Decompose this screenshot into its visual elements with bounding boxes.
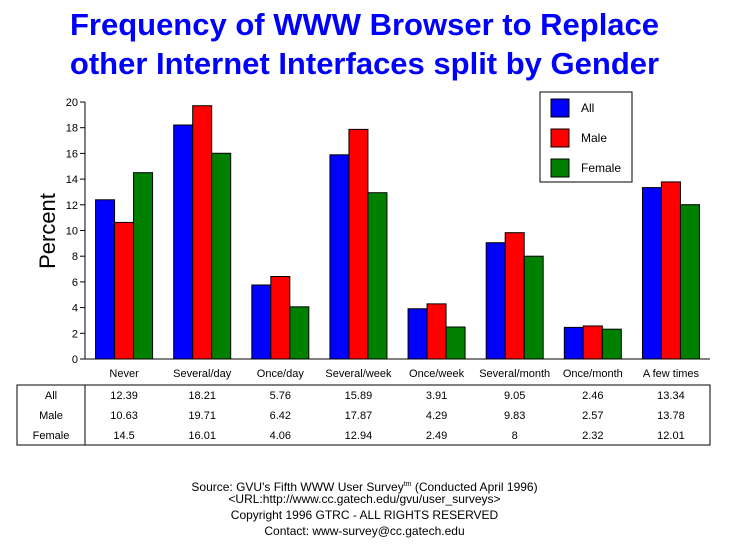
legend-label-all: All (581, 101, 594, 115)
bar-female-7 (679, 204, 700, 360)
survey-date: (Conducted April 1996) (411, 480, 538, 494)
bar-all-4 (407, 308, 428, 360)
table-cell: 13.34 (657, 390, 685, 402)
y-tick-label: 6 (72, 277, 78, 289)
bar-female-6 (601, 328, 622, 360)
legend-label-male: Male (581, 131, 607, 145)
table-row-label: Male (39, 410, 63, 422)
table-cell: 18.21 (188, 390, 216, 402)
legend-swatch-male (550, 128, 570, 148)
bar-male-4 (426, 303, 447, 360)
table-cell: 6.42 (270, 410, 291, 422)
source-line: Source: GVU's Fifth WWW User Surveytm (C… (0, 477, 729, 495)
bar-female-3 (367, 192, 388, 360)
y-axis-label: Percent (35, 193, 60, 269)
table-cell: 2.32 (582, 430, 603, 442)
table-cell: 2.57 (582, 410, 603, 422)
data-table-border (16, 384, 711, 446)
y-tick-label: 12 (66, 200, 78, 212)
chart-title-line-1: Frequency of WWW Browser to Replace (69, 7, 660, 42)
x-category-label: Once/month (563, 368, 623, 380)
x-category-label: Several/month (479, 368, 550, 380)
x-category-label: A few times (643, 368, 700, 380)
source-text: Source: GVU's Fifth WWW User Survey (191, 480, 404, 494)
table-row-label: All (45, 390, 57, 402)
table-cell: 8 (512, 430, 518, 442)
bar-male-7 (660, 181, 681, 360)
table-cell: 9.05 (504, 390, 525, 402)
bar-male-3 (348, 128, 369, 360)
bar-male-2 (270, 276, 291, 360)
y-tick-label: 18 (66, 123, 78, 135)
y-tick-label: 8 (72, 251, 78, 263)
bar-all-5 (485, 242, 506, 360)
bar-female-2 (289, 306, 310, 360)
y-tick-label: 14 (66, 174, 78, 186)
trademark-mark: tm (403, 481, 412, 488)
chart-title-line-2: other Internet Interfaces split by Gende… (69, 46, 660, 81)
table-cell: 9.83 (504, 410, 525, 422)
x-category-label: Once/week (409, 368, 465, 380)
table-cell: 12.39 (110, 390, 138, 402)
table-cell: 12.94 (345, 430, 373, 442)
bar-male-6 (582, 325, 603, 360)
x-category-label: Never (109, 368, 139, 380)
table-cell: 19.71 (188, 410, 216, 422)
table-cell: 16.01 (188, 430, 216, 442)
x-category-label: Several/week (325, 368, 392, 380)
bar-male-1 (192, 105, 213, 360)
table-cell: 2.46 (582, 390, 603, 402)
y-tick-label: 20 (66, 97, 78, 109)
table-cell: 17.87 (345, 410, 373, 422)
table-cell: 3.91 (426, 390, 447, 402)
bar-female-4 (445, 326, 466, 360)
x-category-label: Once/day (257, 368, 305, 380)
x-category-label: Several/day (173, 368, 232, 380)
table-cell: 10.63 (110, 410, 138, 422)
table-cell: 12.01 (657, 430, 685, 442)
y-tick-label: 4 (72, 303, 78, 315)
legend-label-female: Female (581, 161, 621, 175)
bar-all-6 (563, 326, 584, 360)
table-cell: 4.29 (426, 410, 447, 422)
table-cell: 15.89 (345, 390, 373, 402)
y-tick-label: 0 (72, 354, 78, 366)
source-url: <URL:http://www.cc.gatech.edu/gvu/user_s… (228, 492, 501, 506)
y-tick-label: 16 (66, 148, 78, 160)
copyright-line: Copyright 1996 GTRC - ALL RIGHTS RESERVE… (230, 508, 499, 522)
bar-female-1 (211, 152, 232, 360)
y-tick-label: 2 (72, 328, 78, 340)
legend-swatch-female (550, 158, 570, 178)
table-row-label: Female (33, 430, 70, 442)
legend-swatch-all (550, 98, 570, 118)
bar-all-2 (251, 284, 272, 360)
bar-female-0 (133, 172, 154, 360)
bar-all-1 (173, 124, 194, 360)
bar-all-3 (329, 154, 350, 360)
table-cell: 14.5 (113, 430, 134, 442)
y-tick-label: 10 (66, 226, 78, 238)
table-cell: 4.06 (270, 430, 291, 442)
contact-line: Contact: www-survey@cc.gatech.edu (264, 524, 465, 538)
bar-male-0 (114, 221, 135, 360)
table-cell: 5.76 (270, 390, 291, 402)
table-cell: 2.49 (426, 430, 447, 442)
bar-male-5 (504, 232, 525, 360)
bar-all-0 (95, 199, 116, 360)
bar-female-5 (523, 255, 544, 360)
bar-all-7 (641, 187, 662, 360)
table-cell: 13.78 (657, 410, 685, 422)
